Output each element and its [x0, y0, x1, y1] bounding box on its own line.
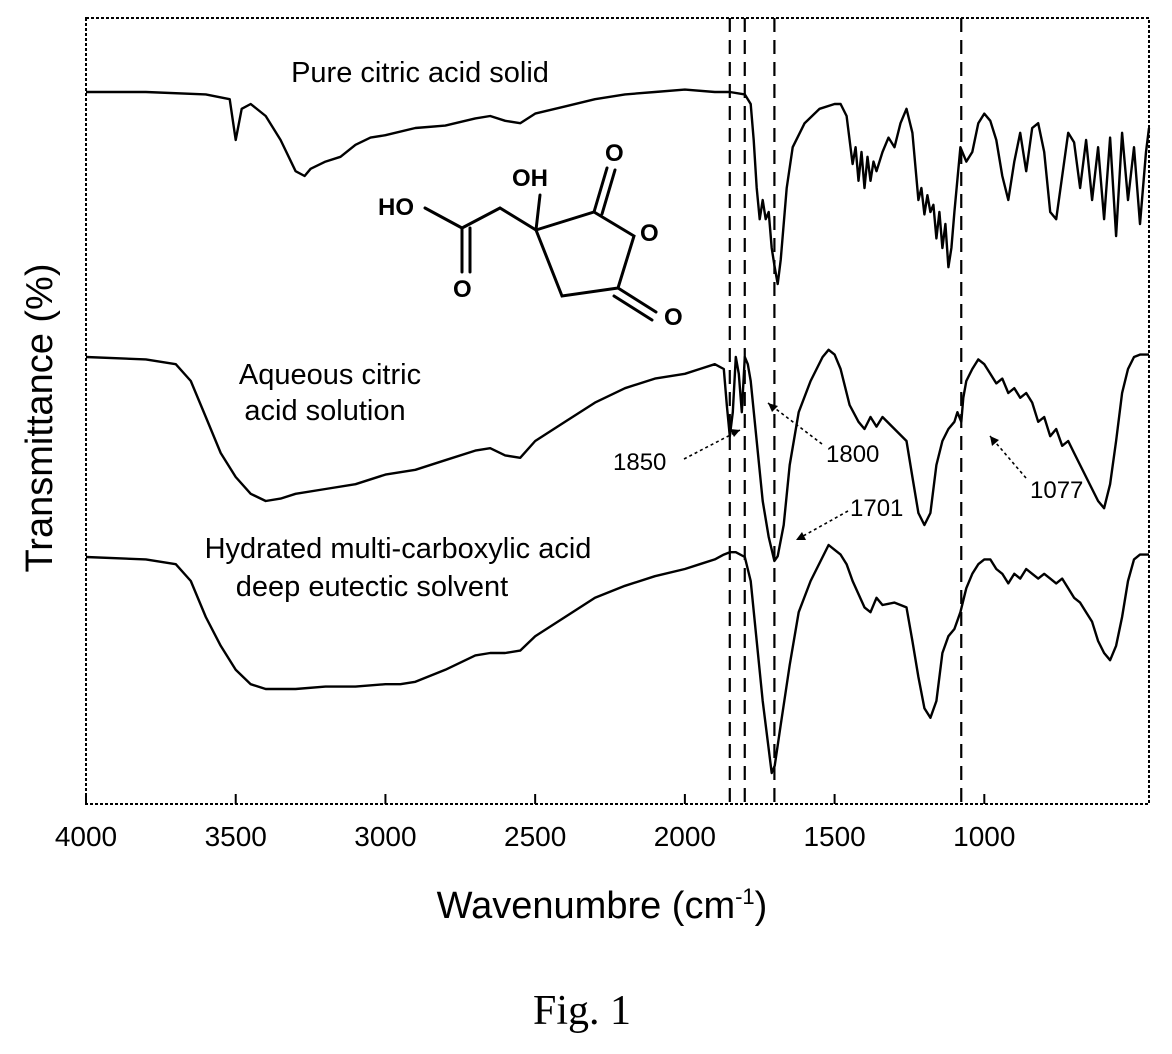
peak-annotation-1850: 1850 [613, 429, 741, 476]
annotation-label-1077: 1077 [1030, 477, 1083, 504]
series-label-pure-solid: Pure citric acid solid [291, 57, 549, 89]
molecule-acid-double-bond [460, 226, 472, 274]
series-label-aqueous-line1: Aqueous citric [239, 359, 421, 391]
peak-annotation-1800: 1800 [767, 402, 879, 468]
annotation-label-1850: 1850 [613, 449, 666, 476]
molecule-chain-bonds [423, 193, 542, 233]
annotation-arrow-1701 [795, 510, 849, 541]
spectra-traces [85, 88, 1151, 775]
atom-label-ketone-o-top: O [605, 140, 624, 167]
x-tick-label-3500: 3500 [205, 821, 267, 852]
y-axis-title: Transmittance (%) [19, 264, 61, 573]
peak-annotation-1077: 1077 [989, 435, 1083, 504]
arrow-head-1701 [796, 532, 806, 540]
spectrum-line-1 [85, 348, 1149, 563]
x-tick-label-2500: 2500 [504, 821, 566, 852]
atom-label-ketone-o-bottom: O [664, 304, 683, 331]
plot-area [85, 17, 1150, 805]
x-axis-title: Wavenumbre (cm-1) [437, 884, 768, 927]
spectrum-line-2 [85, 543, 1149, 775]
x-tick-label-2000: 2000 [654, 821, 716, 852]
peak-annotation-1701: 1701 [795, 495, 903, 541]
atom-label-ho: HO [378, 194, 414, 221]
molecule-structure: HO OH O O O O [378, 140, 683, 331]
atom-label-acid-o: O [453, 276, 472, 303]
plot-frame [85, 17, 1150, 805]
x-tick-label-4000: 4000 [55, 821, 117, 852]
figure-caption: Fig. 1 [533, 988, 631, 1034]
arrow-head-1850 [730, 429, 740, 437]
arrow-head-1800 [768, 403, 778, 412]
series-label-des-line2: deep eutectic solvent [236, 571, 508, 603]
x-tick-label-1500: 1500 [803, 821, 865, 852]
series-label-aqueous-line2: acid solution [244, 395, 405, 427]
atom-label-ring-o: O [640, 220, 659, 247]
spectrum-line-0 [86, 88, 1151, 286]
x-axis-ticks: 4000 3500 3000 2500 2000 1500 1000 [55, 794, 1015, 852]
reference-lines [728, 18, 963, 804]
molecule-ketone-bottom-double-bond [612, 286, 658, 322]
annotation-arrow-1800 [767, 402, 823, 445]
atom-label-oh: OH [512, 165, 548, 192]
annotation-label-1800: 1800 [826, 441, 879, 468]
molecule-ketone-top-double-bond [592, 166, 617, 216]
series-label-des-line1: Hydrated multi-carboxylic acid [205, 533, 592, 565]
molecule-ring-bonds [534, 210, 636, 298]
x-tick-label-3000: 3000 [354, 821, 416, 852]
annotation-label-1701: 1701 [850, 495, 903, 522]
x-tick-label-1000: 1000 [953, 821, 1015, 852]
arrow-head-1077 [990, 436, 999, 446]
annotation-arrow-1850 [683, 429, 741, 460]
